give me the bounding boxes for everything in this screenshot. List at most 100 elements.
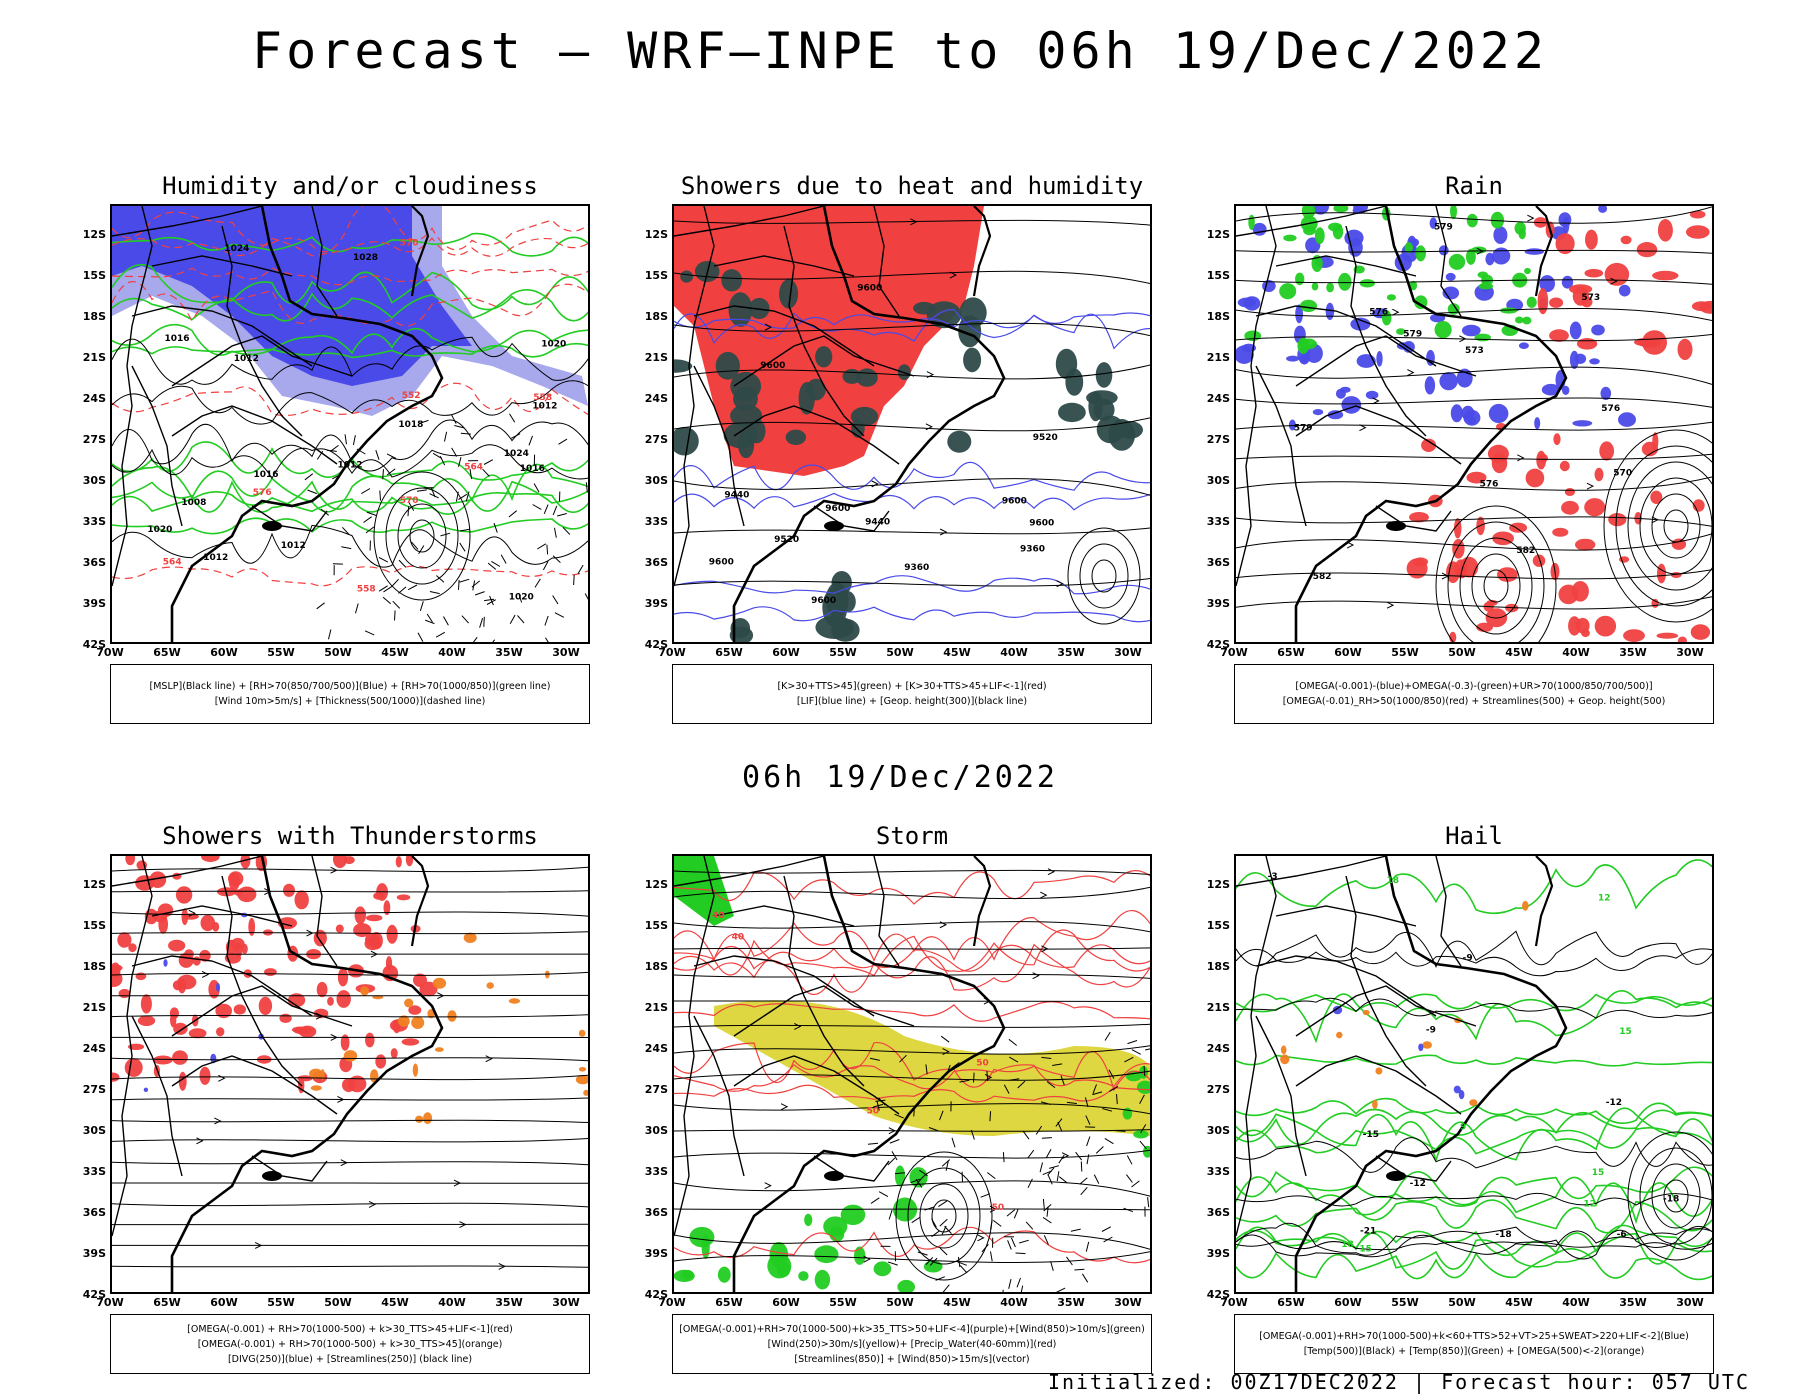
omega-red-area [1604,262,1630,286]
wind-vector [543,504,549,514]
convection-red-area [240,856,251,869]
omega-blue-area [1396,342,1411,350]
lon-tick-label: 30W [1114,646,1142,659]
omega-green-area [1297,337,1310,354]
wind-vector [546,544,549,555]
thickness-dashed [112,206,588,253]
omega500-orange-area [1375,1067,1383,1075]
coastline [170,856,444,1292]
omega-red-area [1558,584,1579,605]
lon-tick-label: 50W [886,1296,914,1309]
wind-vector [364,630,375,636]
lat-tick-label: 39S [82,597,106,610]
wind-vector [342,526,350,535]
omega-red-area [1409,512,1429,523]
omega-red-area [1537,288,1549,315]
wind-vector [1092,1084,1097,1094]
wind-vector [895,1172,906,1175]
wind-vector [425,619,435,625]
divergence-blue-area [210,1053,217,1064]
wind850-green-area [804,1213,813,1227]
lat-tick-label: 21S [82,1001,106,1014]
panel-storm: Storm 50 40 50 40 50 12S 15S 18S 21S 24S 27S 30S 33S 3… [645,822,1152,1382]
lat-tick-label: 30S [644,474,668,487]
wind-vector [981,1243,989,1253]
wind-vector [1035,1125,1043,1135]
convection-red-area [118,988,131,999]
streamline-850 [674,869,1150,875]
wind-vector [1057,1121,1063,1132]
wind-vector [1139,1094,1145,1104]
wind-vector [1056,1171,1060,1182]
wind-vector [1009,1056,1019,1063]
wind-vector [959,1079,970,1083]
lon-tick-label: 55W [267,1296,295,1309]
border-line [1236,206,1387,237]
omega-red-area [1686,225,1710,239]
coastline [1294,856,1568,1292]
legend-box: [OMEGA(-0.001)-(blue)+OMEGA(-0.3)-(green… [1234,664,1714,724]
lat-tick-label: 30S [82,474,106,487]
wind850-green-area [767,1253,792,1279]
lat-tick-label: 12S [1206,878,1230,891]
wind-vector [482,468,490,477]
convection-orange-area [411,1016,425,1029]
lat-tick-label: 33S [644,1165,668,1178]
convection-red-area [137,1015,156,1026]
border-line [1236,856,1277,1237]
low-ring [1435,505,1557,642]
wind-vector [1116,1094,1118,1105]
wind-vector [1102,1108,1113,1112]
wind-vector [465,491,470,502]
lon-tick-label: 30W [552,1296,580,1309]
temp500-label: -21 [1360,1227,1376,1237]
high-pressure-ring [385,487,459,585]
low-ring [1459,537,1533,635]
convection-red-area [340,1034,350,1051]
border-line [171,405,338,465]
omega-green-area [1338,272,1352,291]
omega-green-area [1299,299,1318,312]
wind-vector [1092,1091,1103,1096]
lat-tick-label: 12S [644,878,668,891]
wind-vector [562,526,571,535]
wind850-green-area [873,1261,892,1277]
border-line [1255,1015,1307,1177]
convection-red-area [201,856,220,862]
omega-red-area [1620,235,1632,245]
streamline-250 [112,1014,588,1018]
border-line [693,365,745,527]
wind-vector [1145,1048,1150,1051]
lat-tick-label: 27S [1206,1083,1230,1096]
omega-red-area [1584,498,1606,517]
wind-vector [316,602,325,610]
geop-label: 9440 [724,490,749,500]
divergence-blue-area [216,982,220,992]
wind-vector [328,629,332,640]
instability-green-area [822,587,848,627]
border-line [151,905,293,927]
panel-title: Showers with Thunderstorms [162,822,538,850]
streamline-500 [1236,453,1712,460]
stream-arrow [214,1117,222,1125]
wind-vector [330,444,339,452]
wind-vector [1147,1197,1150,1208]
wind-vector [391,578,399,587]
wind-vector [432,452,442,459]
border-line [873,206,900,317]
thickness-label: 558 [533,393,552,403]
wind850-green-area [1142,1145,1150,1158]
panel-title: Humidity and/or cloudiness [162,172,538,200]
instability-green-area [1065,368,1084,396]
wind-vector [990,1219,993,1230]
omega-blue-area [1424,376,1436,395]
convection-orange-area [432,977,447,989]
wind-vector [1095,1146,1104,1154]
convection-orange-area [320,1069,325,1081]
wind-vector [483,616,485,627]
mslp-label: 1016 [254,470,279,480]
wind-vector [459,528,470,532]
stream-arrow [368,1200,377,1208]
precip-water-contour [674,910,1150,963]
wind-vector [545,637,549,642]
